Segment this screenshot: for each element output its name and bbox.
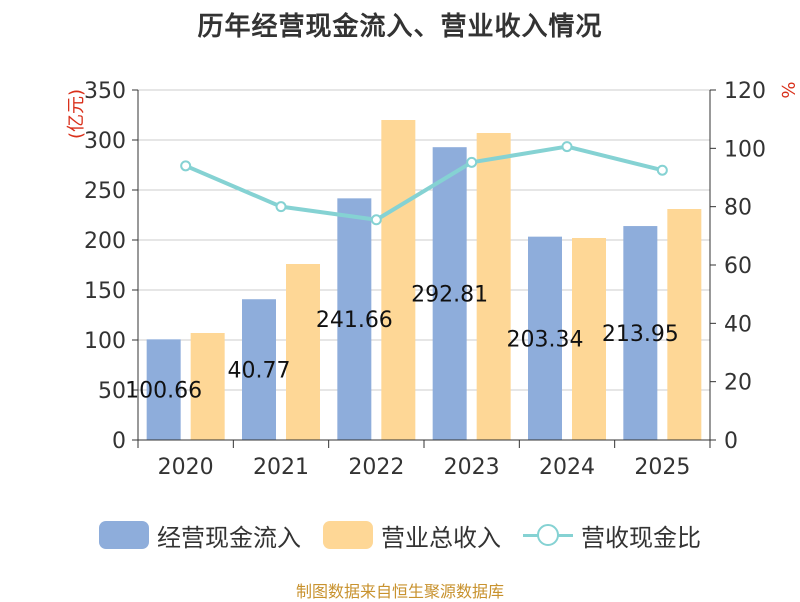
source-note: 制图数据来自恒生聚源数据库 — [295, 582, 504, 601]
ratio-point — [561, 141, 573, 153]
bar-revenue — [667, 209, 702, 440]
ratio-point — [180, 160, 192, 172]
data-label: 203.34 — [507, 327, 584, 352]
y-left-tick-label: 200 — [84, 229, 126, 254]
legend-swatch-revenue — [323, 521, 373, 549]
y-left-tick-label: 300 — [84, 129, 126, 154]
data-label: 213.95 — [602, 322, 679, 347]
y-right-unit-label: % — [777, 81, 798, 98]
x-tick-label: 2022 — [348, 455, 404, 480]
y-left-tick-label: 100 — [84, 329, 126, 354]
bar-revenue — [476, 133, 511, 440]
y-left-tick-label: 0 — [112, 429, 126, 454]
legend: 经营现金流入 营业总收入 营收现金比 — [0, 515, 800, 555]
data-label: 40.77 — [228, 359, 291, 384]
y-left-tick-label: 350 — [84, 79, 126, 104]
bar-revenue — [286, 264, 320, 440]
legend-label-revenue: 营业总收入 — [381, 523, 501, 552]
bar-cash-inflow — [623, 226, 658, 440]
chart-title: 历年经营现金流入、营业收入情况 — [197, 12, 603, 42]
data-label: 100.66 — [125, 379, 202, 404]
y-right-tick-label: 100 — [724, 137, 766, 162]
ratio-point — [275, 201, 287, 213]
legend-swatch-cash-inflow — [99, 521, 149, 549]
ratio-point — [466, 156, 478, 168]
legend-item-revenue[interactable]: 营业总收入 — [323, 518, 501, 553]
y-left-tick-label: 50 — [98, 379, 126, 404]
legend-swatch-ratio — [523, 521, 573, 549]
bar-cash-inflow — [242, 299, 276, 440]
y-right-tick-label: 0 — [724, 429, 738, 454]
legend-item-ratio[interactable]: 营收现金比 — [523, 518, 701, 553]
ratio-point — [370, 214, 382, 226]
bar-cash-inflow — [337, 198, 372, 440]
bar-revenue — [381, 120, 416, 440]
x-tick-label: 2023 — [444, 455, 500, 480]
legend-item-cash-inflow[interactable]: 经营现金流入 — [99, 518, 301, 553]
bar-cash-inflow — [528, 236, 562, 440]
y-right-tick-label: 120 — [724, 79, 766, 104]
bar-revenue — [572, 238, 606, 440]
y-right-tick-label: 40 — [724, 312, 752, 337]
bar-cash-inflow — [146, 339, 181, 440]
y-right-tick-label: 80 — [724, 196, 752, 221]
legend-label-ratio: 营收现金比 — [581, 523, 701, 552]
ratio-point — [656, 164, 668, 176]
bar-revenue — [190, 333, 225, 440]
y-left-unit-label: (亿元) — [66, 89, 87, 139]
ratio-line — [184, 144, 663, 222]
legend-label-cash-inflow: 经营现金流入 — [157, 523, 301, 552]
x-tick-label: 2025 — [634, 455, 690, 480]
y-left-tick-label: 250 — [84, 179, 126, 204]
y-right-tick-label: 60 — [724, 254, 752, 279]
y-right-tick-label: 20 — [724, 371, 752, 396]
data-label: 292.81 — [411, 283, 488, 308]
x-tick-label: 2024 — [539, 455, 595, 480]
y-left-tick-label: 150 — [84, 279, 126, 304]
bar-cash-inflow — [432, 147, 467, 440]
x-tick-label: 2020 — [158, 455, 214, 480]
data-label: 241.66 — [316, 308, 393, 333]
x-tick-label: 2021 — [253, 455, 309, 480]
